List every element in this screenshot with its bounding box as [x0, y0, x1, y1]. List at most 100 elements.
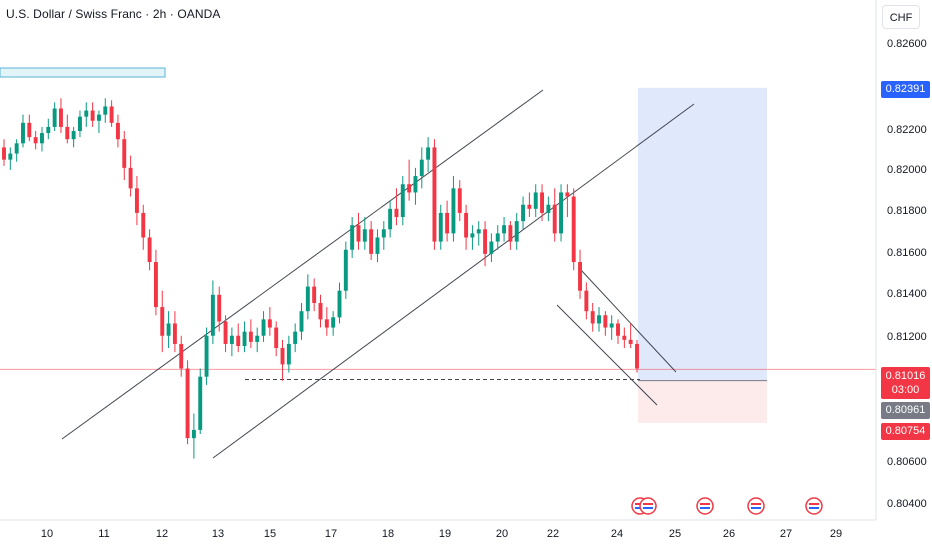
x-tick-label: 15 [263, 528, 277, 540]
event-stripe [751, 507, 761, 509]
target-zone [638, 87, 767, 381]
candle-body [388, 208, 393, 230]
candle-body [191, 429, 196, 439]
candle-body [464, 212, 469, 238]
candle-body [40, 133, 44, 144]
y-tick-label: 0.81600 [887, 247, 927, 259]
candle-body [552, 204, 557, 234]
candle-body [331, 317, 336, 328]
y-tick-label: 0.80600 [887, 456, 927, 468]
candle [476, 221, 481, 246]
currency-button[interactable]: CHF [882, 5, 920, 29]
stop-zone [638, 380, 767, 423]
candle [527, 192, 532, 218]
candle-body [274, 327, 279, 349]
candle-body [622, 335, 627, 340]
candle [457, 180, 462, 222]
event-stripe [809, 503, 819, 505]
candle [172, 311, 177, 353]
candle-body [394, 208, 399, 218]
candle-body [609, 323, 614, 328]
candle-body [369, 229, 374, 254]
candle [464, 204, 469, 250]
candle-body [229, 335, 234, 344]
economic-event-icon [639, 497, 657, 515]
candle [274, 321, 279, 357]
event-circle [696, 497, 714, 515]
candle-body [432, 147, 437, 242]
candle [153, 249, 158, 316]
x-tick-label: 11 [98, 528, 110, 540]
event-circle [805, 497, 823, 515]
candle [103, 98, 108, 123]
candle [419, 147, 424, 189]
x-tick-label: 10 [40, 528, 54, 540]
candle [533, 184, 538, 218]
candle [521, 196, 526, 230]
event-stripe [643, 507, 653, 509]
candle [185, 360, 190, 445]
candle [426, 137, 431, 172]
candle [635, 339, 639, 373]
candle-body [305, 286, 310, 312]
candle [324, 307, 329, 336]
candle-body [255, 335, 260, 342]
event-circle [639, 497, 657, 515]
x-tick-label: 20 [495, 528, 509, 540]
candle-body [115, 122, 120, 140]
x-tick-label: 13 [211, 528, 225, 540]
candle-body [350, 225, 355, 250]
candle [603, 311, 608, 336]
candle-body [185, 368, 190, 439]
candle [204, 327, 209, 385]
candle [559, 184, 564, 242]
candle-body [426, 147, 431, 160]
x-tick-label: 26 [722, 528, 736, 540]
stop-price-label: 0.80754 [881, 423, 930, 440]
candle-body [52, 108, 57, 127]
candle [388, 200, 393, 238]
candle-body [204, 335, 209, 377]
candle [502, 217, 507, 242]
candle [46, 118, 51, 140]
candle-body [46, 126, 51, 134]
candle-body [470, 233, 475, 238]
candle [191, 413, 196, 459]
candle [229, 327, 234, 357]
candle [597, 307, 601, 332]
candle [514, 212, 519, 250]
candle [255, 327, 260, 353]
candle [77, 110, 82, 138]
candle-body [248, 331, 253, 342]
candle-body [84, 110, 89, 117]
candle-body [407, 184, 412, 193]
candle-body [179, 343, 184, 369]
candle [21, 114, 25, 148]
candle-body [540, 192, 545, 213]
candle-body [280, 348, 285, 365]
candle-body [445, 212, 450, 234]
candle-body [217, 294, 222, 322]
candle-body [584, 290, 589, 312]
candle-body [324, 319, 329, 328]
candle [400, 176, 405, 226]
candle [331, 311, 336, 336]
candle-body [337, 290, 342, 318]
candle [96, 110, 101, 134]
candle-body [96, 114, 101, 121]
candle-body [356, 225, 361, 242]
event-stripe [700, 507, 710, 509]
chart-title: U.S. Dollar / Swiss Franc · 2h · OANDA [6, 7, 221, 21]
candle-body [198, 376, 203, 430]
y-tick-label: 0.82000 [887, 164, 927, 176]
candle-body [223, 321, 228, 344]
candle-body [483, 229, 488, 254]
candle [394, 188, 399, 226]
candle [293, 323, 298, 353]
candle-body [502, 225, 507, 234]
candle-body [21, 122, 25, 144]
candle [179, 335, 184, 377]
candle-body [571, 196, 576, 263]
candle [134, 176, 139, 226]
